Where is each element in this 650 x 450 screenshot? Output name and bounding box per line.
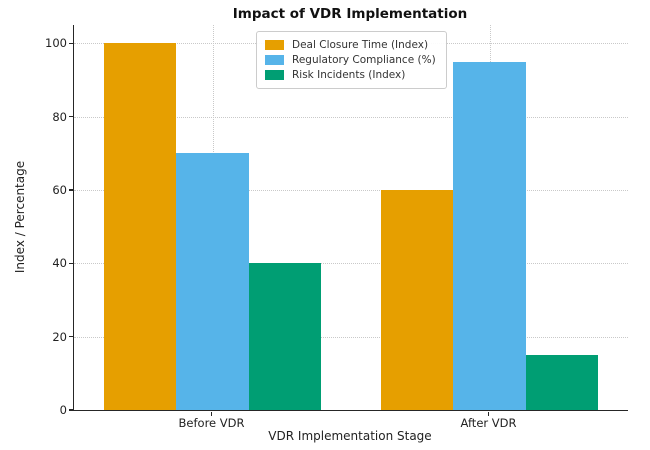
bar-regulatory-compliance <box>453 61 526 410</box>
x-tick-mark <box>210 411 213 416</box>
x-axis-label: VDR Implementation Stage <box>268 429 432 443</box>
y-tick-label: 80 <box>52 109 67 124</box>
bar-regulatory-compliance <box>176 153 249 410</box>
legend-label: Risk Incidents (Index) <box>292 69 406 81</box>
y-tick-mark <box>69 115 73 118</box>
legend: Deal Closure Time (Index) Regulatory Comp… <box>256 31 447 89</box>
x-tick-label: After VDR <box>460 416 517 430</box>
chart-title: Impact of VDR Implementation <box>232 6 468 22</box>
y-tick-mark <box>69 335 73 338</box>
y-tick-mark <box>69 189 73 191</box>
bar-deal-closure <box>381 190 454 410</box>
plot-area <box>73 25 628 411</box>
x-tick-mark <box>487 411 490 416</box>
legend-swatch <box>265 55 284 65</box>
y-tick-mark <box>69 262 73 265</box>
legend-label: Deal Closure Time (Index) <box>292 39 429 51</box>
y-tick-mark <box>69 409 73 411</box>
y-axis-label: Index / Percentage <box>13 160 27 274</box>
gridline-horizontal <box>74 190 628 191</box>
y-tick-mark <box>69 42 73 45</box>
bar-deal-closure <box>104 43 177 410</box>
legend-swatch <box>265 70 284 80</box>
bar-risk-incidents <box>525 355 598 410</box>
y-tick-label: 60 <box>52 183 67 197</box>
y-tick-label: 100 <box>45 36 67 51</box>
y-tick-label: 40 <box>52 256 67 271</box>
x-tick-label: Before VDR <box>178 416 245 430</box>
y-tick-label: 20 <box>52 329 67 344</box>
y-tick-label: 0 <box>59 403 67 417</box>
bar-risk-incidents <box>248 263 321 410</box>
legend-swatch <box>265 40 284 50</box>
gridline-horizontal <box>74 116 628 118</box>
legend-item: Regulatory Compliance (%) <box>265 53 436 67</box>
gridline-horizontal <box>74 263 628 265</box>
legend-item: Risk Incidents (Index) <box>265 68 436 82</box>
gridline-horizontal <box>74 336 628 338</box>
legend-label: Regulatory Compliance (%) <box>292 54 436 66</box>
legend-item: Deal Closure Time (Index) <box>265 38 436 52</box>
